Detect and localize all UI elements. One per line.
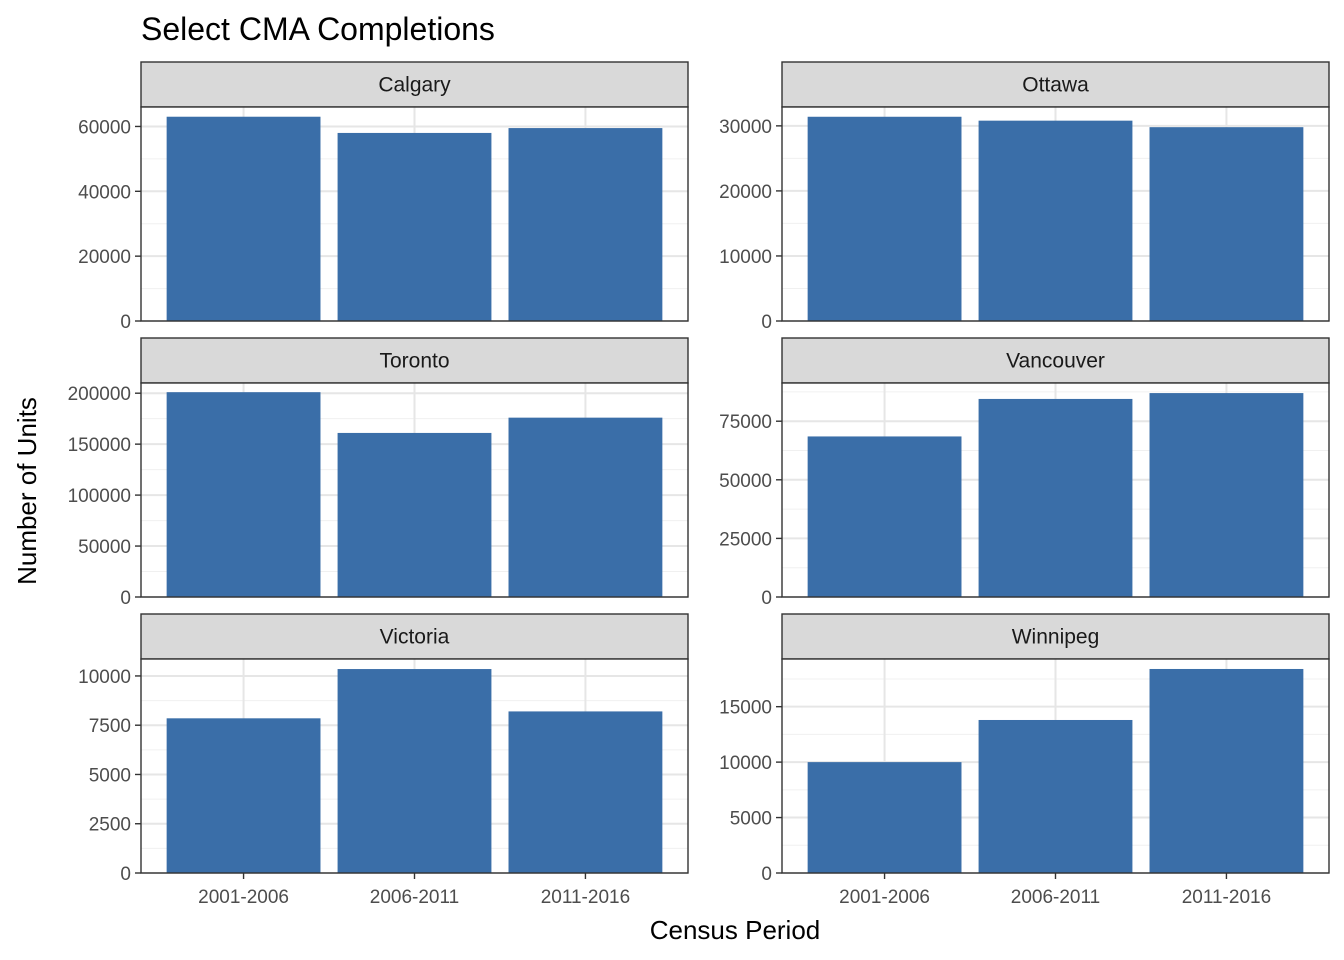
bar-vancouver-2011-2016 <box>1149 393 1304 597</box>
chart-title: Select CMA Completions <box>141 11 495 47</box>
bar-winnipeg-2006-2011 <box>978 719 1133 873</box>
strip-vancouver <box>781 337 1330 384</box>
panel-border-calgary <box>140 106 689 322</box>
bar-ottawa-2006-2011 <box>978 120 1133 321</box>
bar-victoria-2011-2016 <box>508 711 663 873</box>
strip-calgary <box>140 61 689 108</box>
y-tick-label: 0 <box>120 864 131 885</box>
x-tick-label: 2011-2016 <box>1182 887 1271 908</box>
y-tick-label: 0 <box>761 588 772 609</box>
panel-border-vancouver <box>781 382 1330 598</box>
bar-toronto-2001-2006 <box>166 392 321 597</box>
y-tick-label: 10000 <box>719 247 772 268</box>
strip-label-victoria: Victoria <box>380 626 450 649</box>
y-tick-label: 15000 <box>719 698 772 719</box>
y-tick-label: 0 <box>761 312 772 333</box>
x-tick-label: 2011-2016 <box>541 887 630 908</box>
bar-calgary-2006-2011 <box>337 132 492 321</box>
facet-toronto: Toronto 0 50000 100000 150000 200000 <box>68 337 689 609</box>
y-tick-label: 0 <box>120 312 131 333</box>
bar-vancouver-2001-2006 <box>807 436 962 597</box>
y-tick-label: 5000 <box>89 765 131 786</box>
y-tick-label: 50000 <box>78 537 131 558</box>
y-tick-label: 200000 <box>68 384 131 405</box>
strip-label-calgary: Calgary <box>378 74 451 97</box>
x-tick-label: 2001-2006 <box>839 887 930 908</box>
y-tick-label: 7500 <box>89 716 131 737</box>
bar-vancouver-2006-2011 <box>978 398 1133 597</box>
y-tick-label: 100000 <box>68 486 131 507</box>
bar-winnipeg-2001-2006 <box>807 762 962 873</box>
x-tick-label: 2006-2011 <box>1011 887 1100 908</box>
y-tick-label: 10000 <box>78 667 131 688</box>
bar-ottawa-2001-2006 <box>807 116 962 321</box>
facet-winnipeg: Winnipeg 0 5000 10000 15000 2001-2006 2006-201… <box>719 613 1330 908</box>
bar-calgary-2001-2006 <box>166 116 321 322</box>
strip-label-winnipeg: Winnipeg <box>1012 626 1100 649</box>
y-tick-label: 20000 <box>78 247 131 268</box>
bar-victoria-2001-2006 <box>166 718 321 873</box>
y-tick-label: 60000 <box>78 117 131 138</box>
y-tick-label: 40000 <box>78 182 131 203</box>
y-tick-label: 30000 <box>719 117 772 138</box>
y-tick-label: 25000 <box>719 529 772 550</box>
facet-victoria: Victoria 0 2500 5000 7500 10000 2001-2006 2006-… <box>78 613 689 908</box>
strip-label-toronto: Toronto <box>379 350 449 373</box>
facet-ottawa: Ottawa 0 10000 20000 30000 <box>719 61 1330 333</box>
y-tick-label: 150000 <box>68 435 131 456</box>
y-tick-label: 0 <box>761 864 772 885</box>
y-tick-label: 5000 <box>730 809 772 830</box>
strip-victoria <box>140 613 689 660</box>
strip-ottawa <box>781 61 1330 108</box>
y-tick-label: 75000 <box>719 412 772 433</box>
bar-victoria-2006-2011 <box>337 669 492 873</box>
panel-border-toronto <box>140 382 689 598</box>
strip-label-ottawa: Ottawa <box>1022 74 1089 97</box>
y-tick-label: 10000 <box>719 753 772 774</box>
bar-calgary-2011-2016 <box>508 128 663 321</box>
strip-winnipeg <box>781 613 1330 660</box>
bar-ottawa-2011-2016 <box>1149 127 1304 322</box>
facet-grid: Calgary 0 20000 40000 60000 Ottawa 0 10000 20000… <box>68 61 1330 908</box>
y-tick-label: 50000 <box>719 471 772 492</box>
bar-toronto-2006-2011 <box>337 432 492 597</box>
strip-label-vancouver: Vancouver <box>1006 350 1105 373</box>
y-tick-label: 2500 <box>89 815 131 836</box>
bar-toronto-2011-2016 <box>508 417 663 597</box>
panel-border-ottawa <box>781 106 1330 322</box>
x-axis-title: Census Period <box>650 915 821 945</box>
x-tick-label: 2001-2006 <box>198 887 289 908</box>
y-tick-label: 20000 <box>719 182 772 203</box>
y-axis-title: Number of Units <box>12 397 42 585</box>
facet-calgary: Calgary 0 20000 40000 60000 <box>78 61 689 333</box>
bar-winnipeg-2011-2016 <box>1149 668 1304 873</box>
strip-toronto <box>140 337 689 384</box>
facet-vancouver: Vancouver 0 25000 50000 75000 <box>719 337 1330 609</box>
y-tick-label: 0 <box>120 588 131 609</box>
x-tick-label: 2006-2011 <box>370 887 459 908</box>
